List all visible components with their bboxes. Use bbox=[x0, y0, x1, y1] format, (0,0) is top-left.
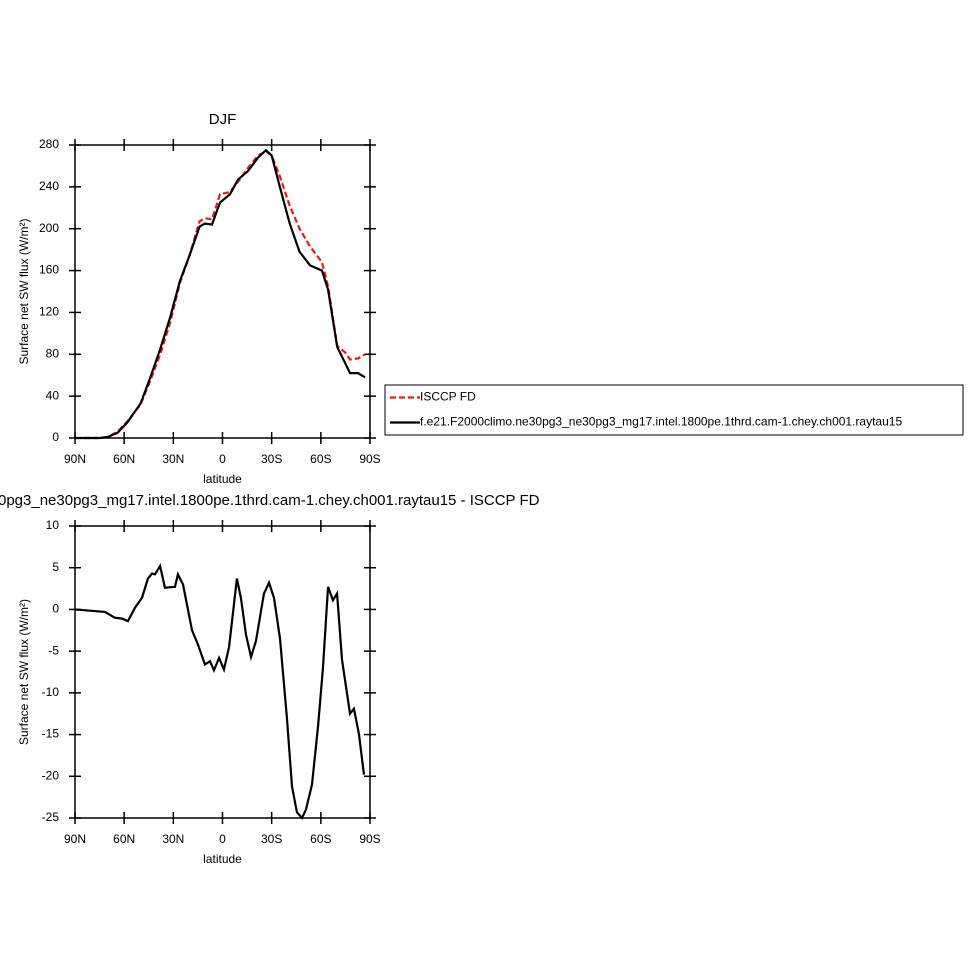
x-tick-label: 0 bbox=[219, 832, 226, 846]
y-tick-label: 10 bbox=[46, 518, 60, 532]
y-tick-label: 80 bbox=[46, 346, 60, 360]
data-line bbox=[74, 563, 366, 820]
y-tick-label: -10 bbox=[42, 685, 60, 699]
x-tick-label: 0 bbox=[219, 452, 226, 466]
x-axis-label: latitude bbox=[203, 852, 242, 866]
x-tick-label: 30N bbox=[162, 452, 184, 466]
x-tick-label: 60N bbox=[113, 452, 135, 466]
y-tick-label: 280 bbox=[39, 137, 59, 151]
y-tick-label: 200 bbox=[39, 221, 59, 235]
y-tick-label: 0 bbox=[52, 430, 59, 444]
y-tick-label: -5 bbox=[48, 643, 59, 657]
legend-label: ISCCP FD bbox=[420, 390, 476, 404]
x-tick-label: 30N bbox=[162, 832, 184, 846]
x-tick-label: 30S bbox=[261, 452, 282, 466]
y-tick-label: 160 bbox=[39, 263, 59, 277]
chart-title: 0pg3_ne30pg3_mg17.intel.1800pe.1thrd.cam… bbox=[0, 492, 540, 509]
legend-box bbox=[384, 384, 964, 436]
y-tick-label: -15 bbox=[42, 727, 60, 741]
plot-frame bbox=[74, 525, 371, 819]
data-line bbox=[75, 149, 366, 440]
x-tick-label: 60N bbox=[113, 832, 135, 846]
y-tick-label: -25 bbox=[42, 810, 60, 824]
x-tick-label: 60S bbox=[310, 832, 331, 846]
chart-title: DJF bbox=[209, 111, 237, 128]
y-axis-label: Surface net SW flux (W/m²) bbox=[17, 599, 31, 745]
y-axis-label: Surface net SW flux (W/m²) bbox=[17, 218, 31, 364]
y-tick-label: 5 bbox=[52, 560, 59, 574]
y-tick-label: 40 bbox=[46, 388, 60, 402]
x-tick-label: 60S bbox=[310, 452, 331, 466]
y-tick-label: 240 bbox=[39, 179, 59, 193]
y-tick-label: 0 bbox=[52, 602, 59, 616]
x-axis-label: latitude bbox=[203, 472, 242, 486]
y-tick-label: -20 bbox=[42, 768, 60, 782]
x-tick-label: 90S bbox=[359, 832, 380, 846]
x-tick-label: 90N bbox=[64, 832, 86, 846]
data-line bbox=[75, 148, 366, 440]
legend-label: f.e21.F2000climo.ne30pg3_ne30pg3_mg17.in… bbox=[420, 415, 902, 429]
y-tick-label: 120 bbox=[39, 305, 59, 319]
x-tick-label: 90S bbox=[359, 452, 380, 466]
plot-frame bbox=[74, 144, 371, 439]
x-tick-label: 30S bbox=[261, 832, 282, 846]
x-tick-label: 90N bbox=[64, 452, 86, 466]
